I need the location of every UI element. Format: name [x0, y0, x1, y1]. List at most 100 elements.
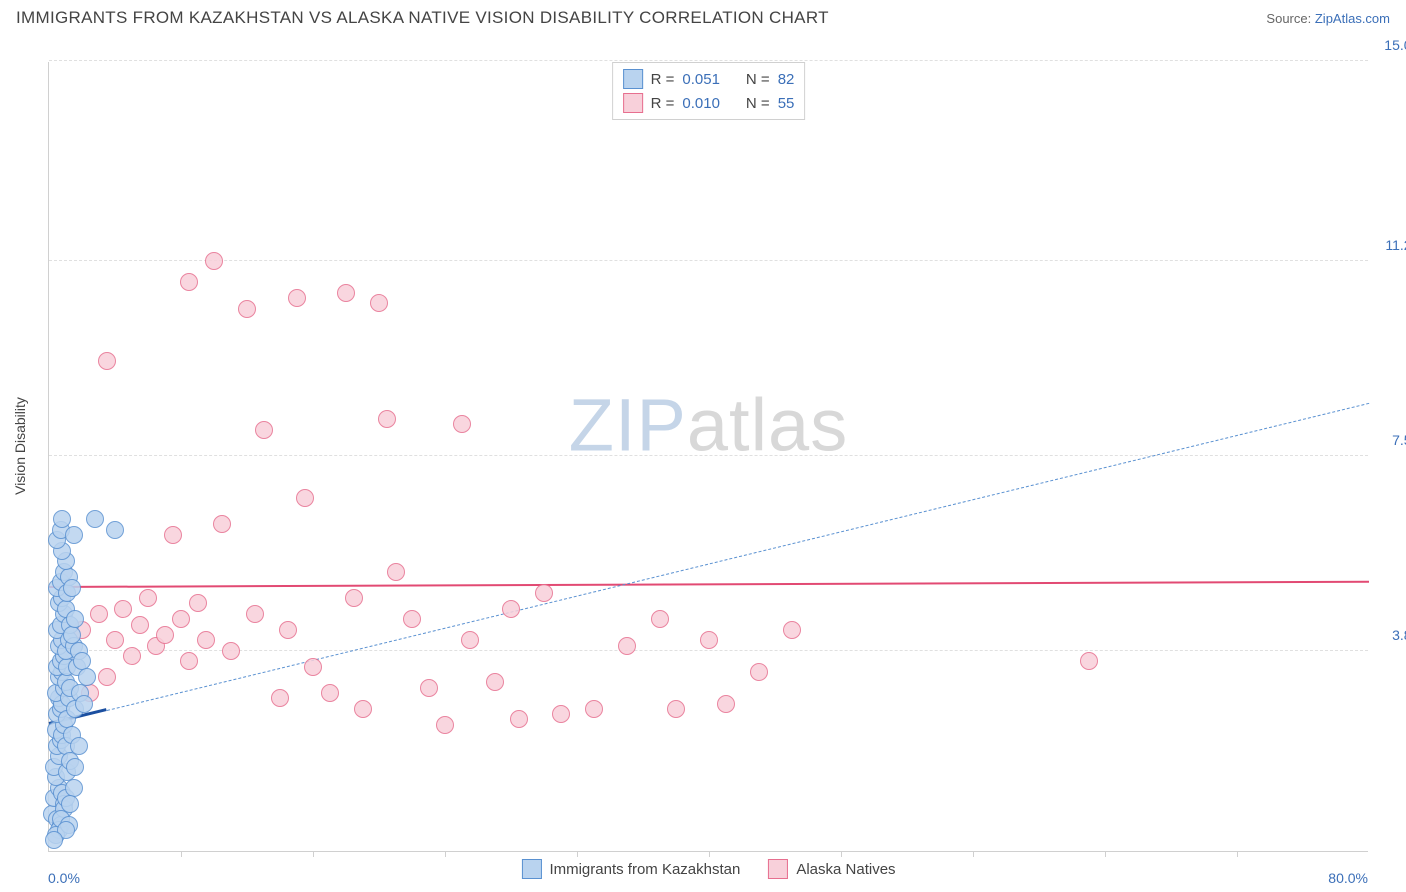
- series-b-point: [502, 600, 520, 618]
- series-b-point: [205, 252, 223, 270]
- y-axis-label: Vision Disability: [12, 397, 28, 495]
- series-b-point: [436, 716, 454, 734]
- x-tick: [577, 851, 578, 857]
- series-b-point: [354, 700, 372, 718]
- series-b-point: [717, 695, 735, 713]
- series-b-point: [486, 673, 504, 691]
- series-b-point: [378, 410, 396, 428]
- x-tick: [973, 851, 974, 857]
- x-tick: [841, 851, 842, 857]
- n-label-b: N =: [746, 95, 770, 112]
- y-tick-label: 15.0%: [1384, 37, 1406, 53]
- r-label-a: R =: [651, 71, 675, 88]
- series-b-point: [552, 705, 570, 723]
- r-value-a: 0.051: [682, 71, 720, 88]
- gridline: [49, 60, 1368, 61]
- series-a-point: [63, 579, 81, 597]
- x-tick: [709, 851, 710, 857]
- series-b-point: [222, 642, 240, 660]
- x-min-label: 0.0%: [48, 870, 80, 886]
- y-tick-label: 3.8%: [1392, 627, 1406, 643]
- series-b-point: [180, 273, 198, 291]
- y-tick-label: 11.2%: [1385, 237, 1406, 253]
- series-b-point: [123, 647, 141, 665]
- gridline: [49, 260, 1368, 261]
- r-label-b: R =: [651, 95, 675, 112]
- series-b-point: [156, 626, 174, 644]
- gridline: [49, 455, 1368, 456]
- series-a-point: [53, 510, 71, 528]
- series-b-point: [106, 631, 124, 649]
- series-b-point: [139, 589, 157, 607]
- n-label-a: N =: [746, 71, 770, 88]
- series-b-point: [279, 621, 297, 639]
- source-label: Source: ZipAtlas.com: [1266, 11, 1390, 26]
- series-b-point: [131, 616, 149, 634]
- correlation-legend: R = 0.051 N = 82 R = 0.010 N = 55: [612, 62, 806, 120]
- series-b-point: [304, 658, 322, 676]
- y-tick-label: 7.5%: [1392, 432, 1406, 448]
- series-b-point: [238, 300, 256, 318]
- x-tick: [1237, 851, 1238, 857]
- series-b-point: [98, 668, 116, 686]
- x-tick: [181, 851, 182, 857]
- series-b-point: [197, 631, 215, 649]
- n-value-a: 82: [778, 71, 795, 88]
- series-a-point: [106, 521, 124, 539]
- series-a-point: [70, 737, 88, 755]
- series-b-point: [783, 621, 801, 639]
- series-b-point: [189, 594, 207, 612]
- watermark-bold: ZIP: [569, 383, 687, 466]
- series-a-point: [45, 831, 63, 849]
- series-b-point: [172, 610, 190, 628]
- swatch-series-b: [623, 93, 643, 113]
- series-b-point: [403, 610, 421, 628]
- series-b-point: [271, 689, 289, 707]
- regression-line: [49, 580, 1369, 587]
- series-a-point: [78, 668, 96, 686]
- legend-row-b: R = 0.010 N = 55: [623, 91, 795, 115]
- series-b-point: [461, 631, 479, 649]
- x-tick: [313, 851, 314, 857]
- regression-line: [107, 402, 1369, 710]
- series-b-point: [337, 284, 355, 302]
- gridline: [49, 650, 1368, 651]
- series-b-point: [213, 515, 231, 533]
- series-b-point: [585, 700, 603, 718]
- series-a-point: [66, 758, 84, 776]
- series-b-point: [114, 600, 132, 618]
- series-b-point: [90, 605, 108, 623]
- series-b-point: [420, 679, 438, 697]
- series-b-point: [750, 663, 768, 681]
- series-b-point: [288, 289, 306, 307]
- series-a-point: [86, 510, 104, 528]
- series-b-point: [345, 589, 363, 607]
- legend-row-a: R = 0.051 N = 82: [623, 67, 795, 91]
- chart-plot-area: ZIPatlas R = 0.051 N = 82 R = 0.010 N = …: [48, 62, 1368, 852]
- series-b-point: [618, 637, 636, 655]
- series-b-point: [246, 605, 264, 623]
- x-tick: [1105, 851, 1106, 857]
- x-tick: [445, 851, 446, 857]
- series-b-point: [98, 352, 116, 370]
- series-b-point: [387, 563, 405, 581]
- swatch-series-a: [623, 69, 643, 89]
- watermark-thin: atlas: [687, 383, 848, 466]
- series-a-point: [61, 795, 79, 813]
- series-b-point: [321, 684, 339, 702]
- series-b-point: [180, 652, 198, 670]
- series-b-point: [296, 489, 314, 507]
- series-a-point: [75, 695, 93, 713]
- x-max-label: 80.0%: [1328, 870, 1368, 886]
- n-value-b: 55: [778, 95, 795, 112]
- series-b-point: [651, 610, 669, 628]
- series-b-point: [164, 526, 182, 544]
- series-b-point: [370, 294, 388, 312]
- chart-title: IMMIGRANTS FROM KAZAKHSTAN VS ALASKA NAT…: [16, 8, 829, 28]
- series-b-point: [510, 710, 528, 728]
- r-value-b: 0.010: [682, 95, 720, 112]
- series-b-point: [535, 584, 553, 602]
- series-b-point: [1080, 652, 1098, 670]
- source-prefix: Source:: [1266, 11, 1311, 26]
- source-link[interactable]: ZipAtlas.com: [1315, 11, 1390, 26]
